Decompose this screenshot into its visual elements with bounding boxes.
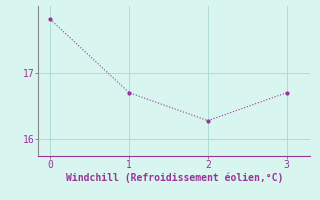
X-axis label: Windchill (Refroidissement éolien,°C): Windchill (Refroidissement éolien,°C)	[66, 173, 283, 183]
